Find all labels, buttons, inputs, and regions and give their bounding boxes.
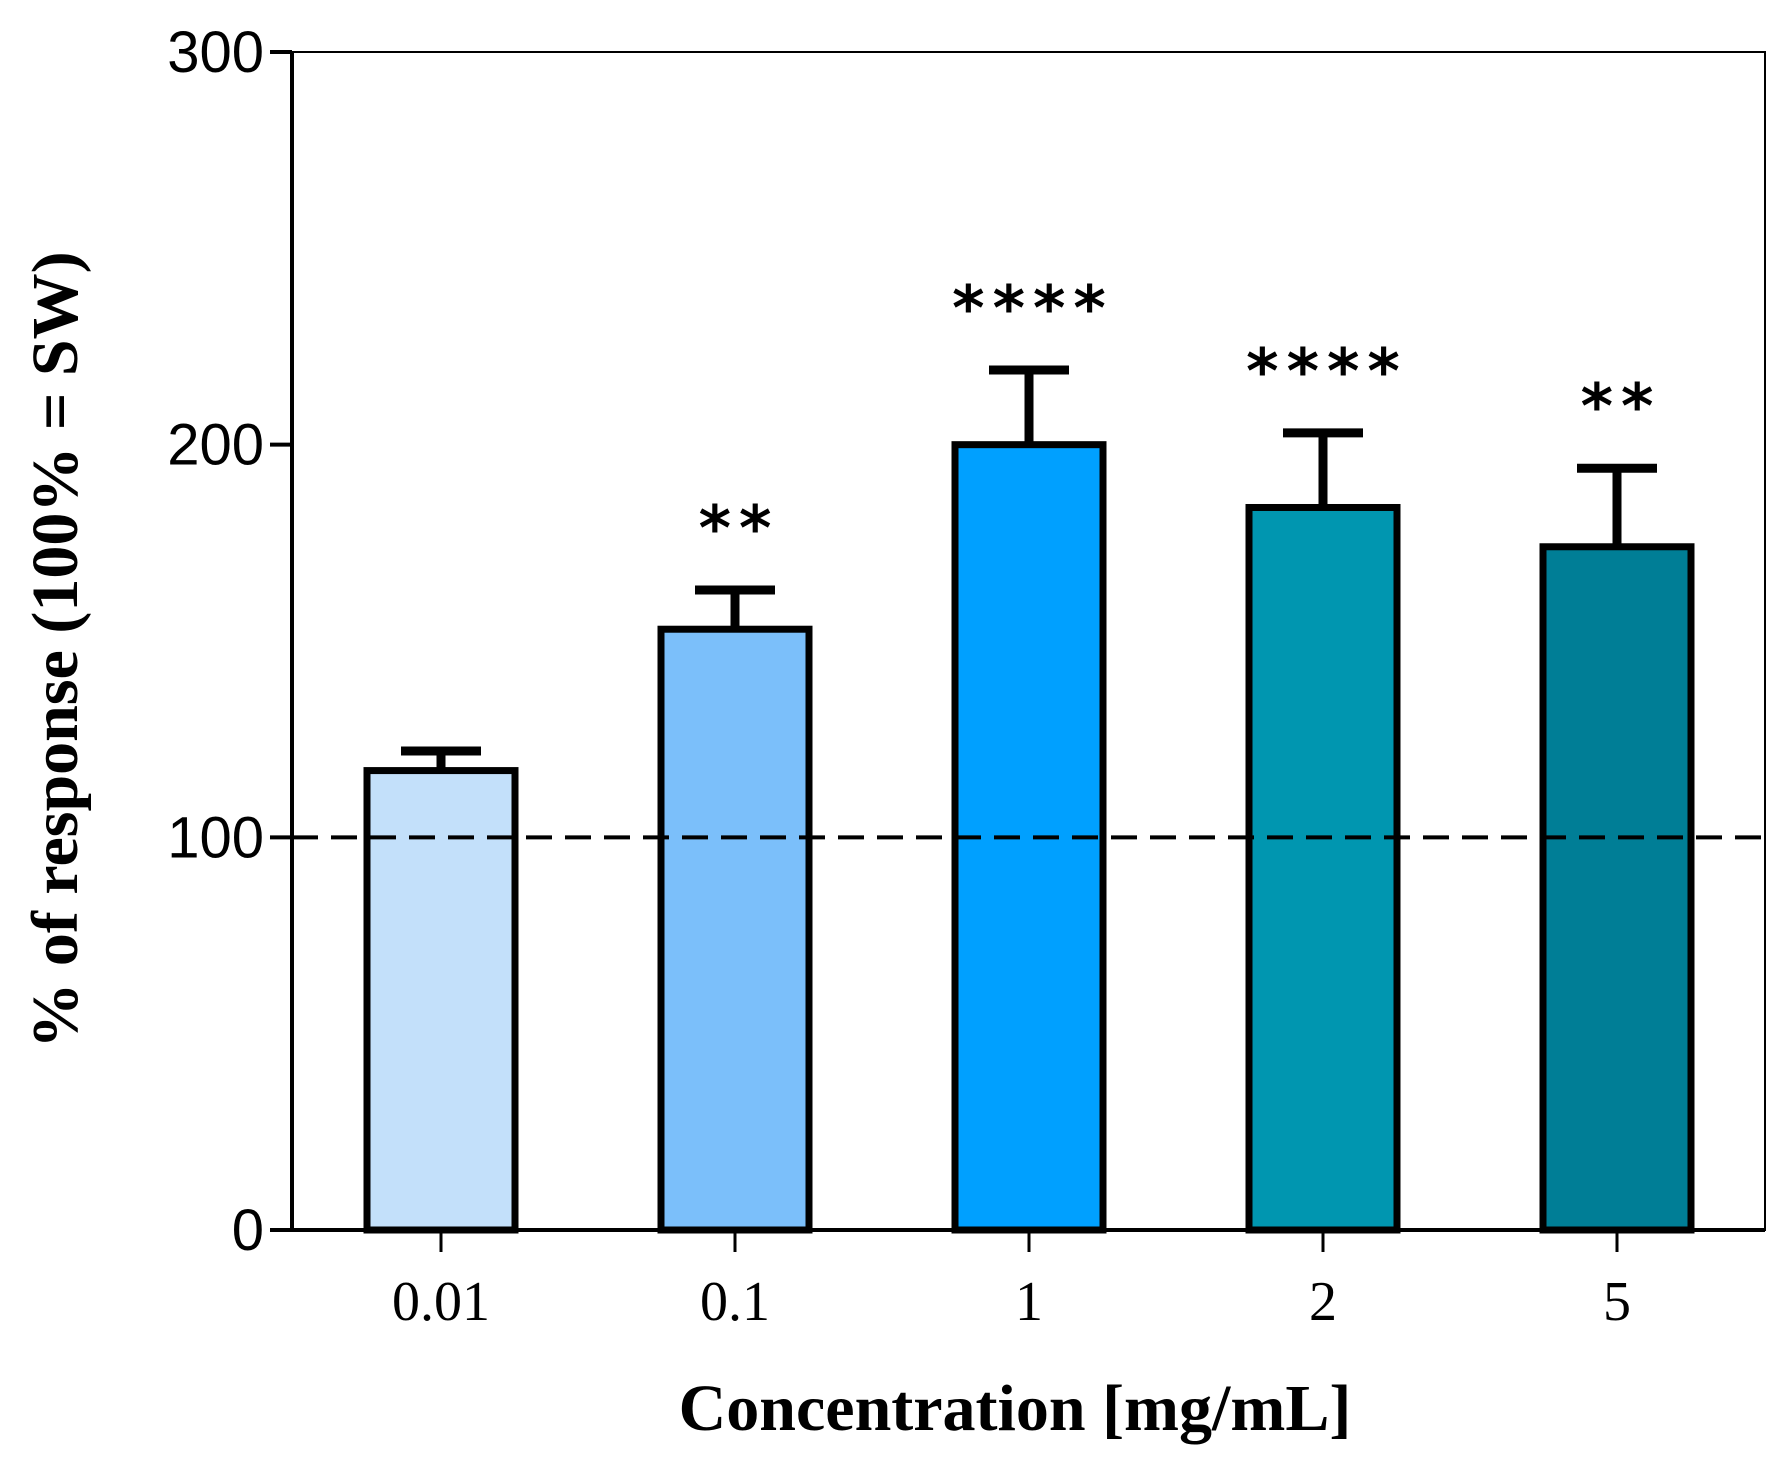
y-axis-title: % of response (100% = SW) — [19, 251, 92, 1048]
significance-label-0.1: ** — [699, 492, 780, 565]
labels-layer: 0.01 0.1 ** 1 **** 2 **** 5 ** 0 100 200 300 — [167, 20, 1662, 1333]
x-tick-label-1: 1 — [1015, 1271, 1043, 1333]
y-tick-label-300: 300 — [167, 20, 264, 85]
bar-0.01 — [363, 767, 519, 1234]
significance-label-2: **** — [1246, 335, 1408, 408]
ticks-layer — [270, 50, 1619, 1252]
bar-0.1 — [657, 625, 813, 1234]
y-tick-label-200: 200 — [167, 413, 264, 478]
bar-5 — [1539, 543, 1695, 1234]
x-tick-label-0.1: 0.1 — [700, 1271, 770, 1333]
x-tick-label-0.01: 0.01 — [392, 1271, 490, 1333]
significance-label-1: **** — [952, 272, 1114, 345]
y-tick-label-0: 0 — [232, 1198, 264, 1263]
bar-2 — [1245, 503, 1401, 1234]
y-tick-label-100: 100 — [167, 805, 264, 870]
significance-label-5: ** — [1581, 370, 1662, 443]
x-tick-label-5: 5 — [1603, 1271, 1631, 1333]
x-tick-label-2: 2 — [1309, 1271, 1337, 1333]
x-axis-title: Concentration [mg/mL] — [679, 1372, 1352, 1445]
